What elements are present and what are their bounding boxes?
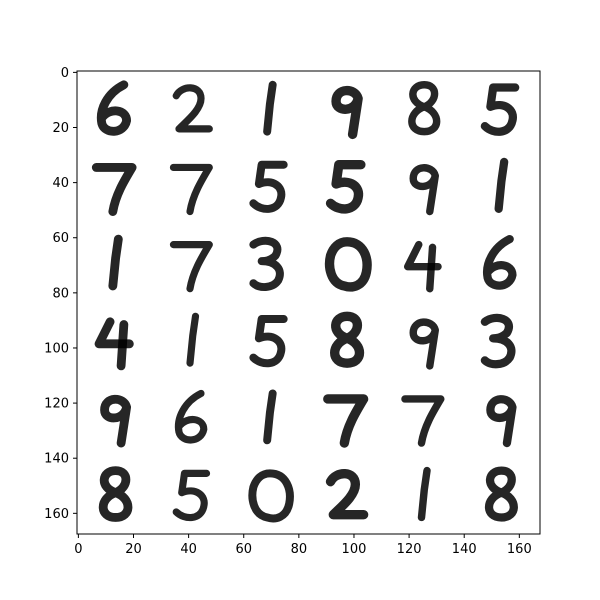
digit-tile-4-2 xyxy=(263,389,277,445)
x-tick-label: 0 xyxy=(74,542,82,557)
image-grid xyxy=(91,80,520,523)
digit-tile-3-5 xyxy=(480,313,516,369)
digit-tile-0-5 xyxy=(480,83,520,136)
digit-tile-3-3 xyxy=(330,311,365,368)
x-tick-label: 40 xyxy=(180,542,197,557)
x-tick-label: 160 xyxy=(507,542,532,557)
y-tick-label: 160 xyxy=(44,507,69,522)
x-tick-label: 100 xyxy=(342,542,367,557)
digit-tile-3-1 xyxy=(186,312,200,367)
digit-tile-0-3 xyxy=(331,85,363,140)
x-tick-label: 20 xyxy=(125,542,142,557)
digit-tile-4-0 xyxy=(100,394,132,448)
digit-tile-1-5 xyxy=(494,157,509,213)
digit-tile-2-1 xyxy=(169,241,213,293)
digit-tile-3-2 xyxy=(249,315,288,368)
x-tick-label: 60 xyxy=(235,542,252,557)
digit-tile-0-0 xyxy=(96,80,132,136)
digit-tile-1-2 xyxy=(249,160,288,213)
digit-tile-4-1 xyxy=(174,389,208,444)
digit-tile-5-4 xyxy=(417,466,431,522)
y-axis: 0 20 40 60 80 100 120 140 160 xyxy=(44,66,77,522)
digit-tile-2-4 xyxy=(403,240,442,293)
digit-tile-0-4 xyxy=(408,81,441,136)
axes-frame xyxy=(76,70,541,535)
digit-tile-5-3 xyxy=(325,469,369,520)
digit-tile-3-0 xyxy=(94,317,134,371)
digit-tile-0-1 xyxy=(172,84,213,133)
x-tick-label: 140 xyxy=(452,542,477,557)
digit-tile-1-4 xyxy=(409,164,439,216)
y-tick-label: 40 xyxy=(52,176,69,191)
digit-tile-4-4 xyxy=(401,395,445,447)
y-tick-label: 120 xyxy=(44,397,69,412)
x-tick-label: 80 xyxy=(291,542,308,557)
digit-tile-5-5 xyxy=(484,466,518,522)
digit-tile-4-3 xyxy=(323,394,369,448)
digit-tile-5-0 xyxy=(98,466,133,522)
digit-tile-1-1 xyxy=(169,163,213,216)
y-tick-label: 80 xyxy=(52,286,69,301)
digit-tile-2-5 xyxy=(482,234,517,290)
x-tick-label: 120 xyxy=(397,542,422,557)
digit-tile-0-2 xyxy=(263,80,277,136)
y-tick-label: 0 xyxy=(61,66,69,81)
y-tick-label: 100 xyxy=(44,341,69,356)
y-tick-label: 20 xyxy=(52,121,69,136)
digit-tile-5-2 xyxy=(248,469,294,523)
digit-tile-2-3 xyxy=(324,237,372,292)
digit-tile-2-2 xyxy=(249,236,284,291)
digit-tile-1-3 xyxy=(325,160,366,214)
x-axis: 0 20 40 60 80 100 120 140 160 xyxy=(74,534,532,557)
digit-tile-3-4 xyxy=(409,318,439,370)
y-tick-label: 140 xyxy=(44,452,69,467)
y-tick-label: 60 xyxy=(52,231,69,246)
digit-tile-2-0 xyxy=(108,234,123,291)
digit-tile-4-5 xyxy=(486,395,517,448)
digit-tile-5-1 xyxy=(172,469,211,522)
digit-tile-1-0 xyxy=(91,163,137,216)
